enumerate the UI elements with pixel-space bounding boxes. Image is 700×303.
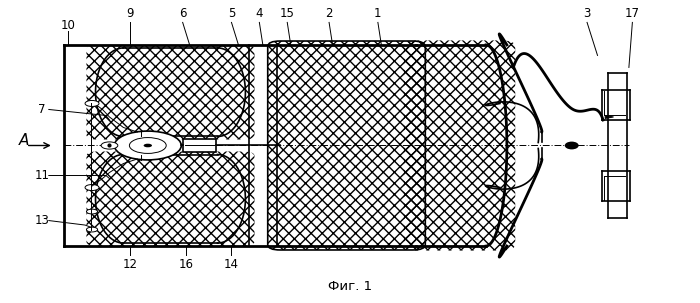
Polygon shape bbox=[606, 115, 613, 118]
Text: 14: 14 bbox=[224, 258, 239, 271]
Text: 17: 17 bbox=[625, 7, 640, 20]
Text: 13: 13 bbox=[34, 214, 49, 227]
Text: 3: 3 bbox=[583, 7, 591, 20]
Text: 1: 1 bbox=[374, 7, 382, 20]
Circle shape bbox=[85, 185, 99, 191]
Text: 16: 16 bbox=[178, 258, 194, 271]
Bar bbox=[183, 139, 216, 152]
Circle shape bbox=[130, 138, 166, 153]
Text: 10: 10 bbox=[60, 19, 75, 32]
Circle shape bbox=[144, 144, 152, 147]
Text: 7: 7 bbox=[38, 103, 46, 116]
Circle shape bbox=[86, 209, 97, 214]
Ellipse shape bbox=[565, 142, 579, 149]
Text: 11: 11 bbox=[34, 169, 49, 182]
Circle shape bbox=[101, 142, 118, 149]
Text: Фиг. 1: Фиг. 1 bbox=[328, 280, 372, 293]
Text: 15: 15 bbox=[280, 7, 295, 20]
Text: 5: 5 bbox=[228, 7, 235, 20]
Circle shape bbox=[85, 101, 99, 106]
Circle shape bbox=[114, 131, 181, 160]
Circle shape bbox=[86, 227, 97, 232]
Text: 12: 12 bbox=[123, 258, 138, 271]
Text: 4: 4 bbox=[256, 7, 263, 20]
Text: 9: 9 bbox=[127, 7, 134, 20]
Text: 6: 6 bbox=[179, 7, 186, 20]
Text: 2: 2 bbox=[326, 7, 332, 20]
Text: А: А bbox=[18, 134, 29, 148]
